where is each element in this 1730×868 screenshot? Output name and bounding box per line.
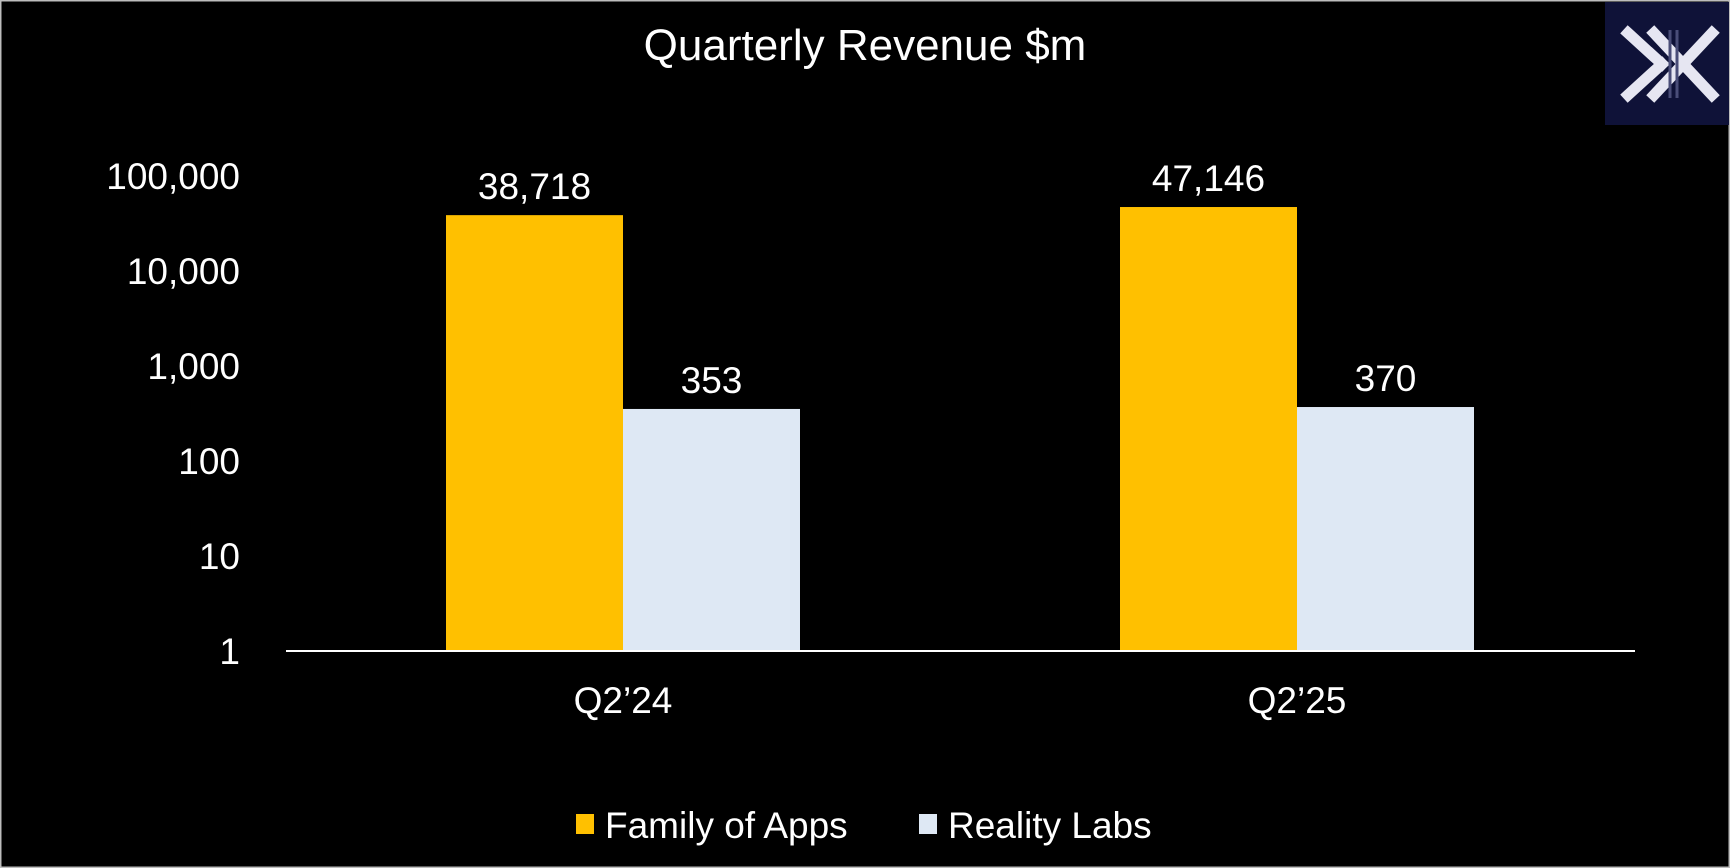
- bar-family-of-apps: [446, 215, 623, 652]
- y-tick-label: 1,000: [147, 346, 240, 387]
- bar-reality-labs: [623, 408, 800, 651]
- x-tick-label: Q2’25: [1248, 680, 1347, 721]
- x-logo-icon: [1620, 25, 1720, 103]
- legend: Family of Apps Reality Labs: [576, 805, 1152, 846]
- brand-logo: [1605, 2, 1729, 125]
- logo-stripes: [1668, 30, 1679, 98]
- x-tick-label: Q2’24: [574, 680, 673, 721]
- data-label: 370: [1355, 358, 1417, 399]
- y-axis-ticks: 1 10 100 1,000 10,000 100,000: [106, 156, 240, 672]
- bars-group: [446, 207, 1474, 652]
- y-tick-label: 10,000: [127, 251, 240, 292]
- legend-swatch: [919, 814, 937, 834]
- y-tick-label: 1: [219, 631, 240, 672]
- data-label: 38,718: [478, 166, 591, 207]
- data-label: 353: [681, 360, 743, 401]
- legend-label: Reality Labs: [948, 805, 1152, 846]
- bar-family-of-apps: [1120, 207, 1297, 651]
- legend-label: Family of Apps: [605, 805, 848, 846]
- x-axis-labels: Q2’24 Q2’25: [574, 680, 1347, 721]
- data-labels-group: 38,718 353 47,146 370: [478, 158, 1416, 401]
- y-tick-label: 100,000: [106, 156, 240, 197]
- data-label: 47,146: [1152, 158, 1265, 199]
- y-tick-label: 10: [199, 536, 240, 577]
- chart-title: Quarterly Revenue $m: [644, 21, 1087, 70]
- y-tick-label: 100: [178, 441, 240, 482]
- legend-swatch: [576, 814, 594, 834]
- bar-reality-labs: [1297, 407, 1474, 651]
